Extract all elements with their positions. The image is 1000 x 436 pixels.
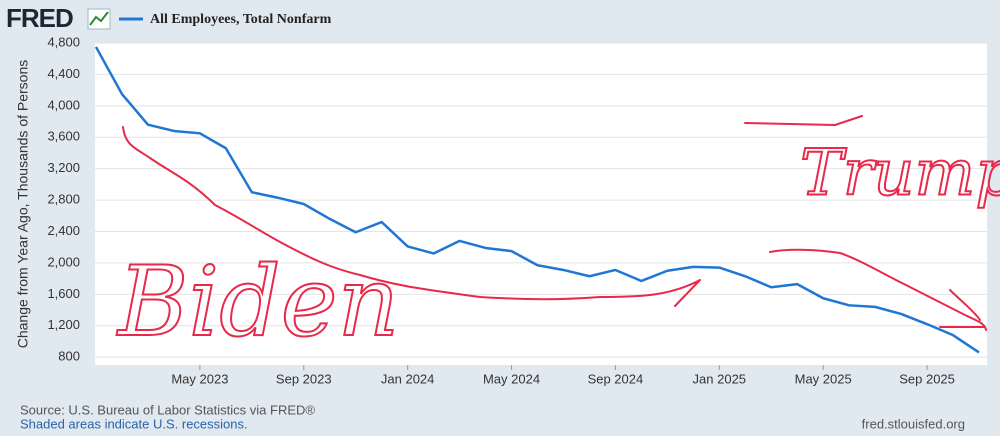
series-line xyxy=(94,46,980,354)
y-tick-label: 2,000 xyxy=(47,254,80,269)
y-tick-label: 3,200 xyxy=(47,160,80,175)
y-tick-label: 2,800 xyxy=(47,192,80,207)
y-tick-label: 1,600 xyxy=(47,286,80,301)
y-tick-label: 4,000 xyxy=(47,97,80,112)
legend-label: All Employees, Total Nonfarm xyxy=(150,12,332,27)
annotation-stroke xyxy=(769,248,987,331)
y-tick-label: 2,400 xyxy=(47,223,80,238)
site: fred.stlouisfed.org xyxy=(862,416,965,431)
annotation: Biden xyxy=(116,246,399,358)
x-tick-label: May 2025 xyxy=(795,371,852,386)
axes: 800 1,200 1,600 2,000 2,400 2,800 3,200 3,600 4,… xyxy=(47,34,987,386)
y-axis-label: Change from Year Ago, Thousands of Perso… xyxy=(15,60,31,349)
x-tick-label: Jan 2024 xyxy=(381,371,435,386)
x-tick-label: Sep 2024 xyxy=(588,371,644,386)
x-tick-label: Sep 2025 xyxy=(899,371,955,386)
marks xyxy=(94,46,980,354)
x-tick-label: May 2023 xyxy=(171,371,228,386)
y-tick-label: 1,200 xyxy=(47,317,80,332)
x-tick-label: Jan 2025 xyxy=(693,371,747,386)
x-tick-label: May 2024 xyxy=(483,371,540,386)
annotation-stroke xyxy=(122,126,701,307)
logo-icon xyxy=(87,8,111,30)
logo: FRED xyxy=(6,3,73,33)
y-tick-label: 3,600 xyxy=(47,129,80,144)
y-tick-label: 800 xyxy=(58,349,80,364)
annotation-stroke xyxy=(744,115,863,126)
note: Shaded areas indicate U.S. recessions. xyxy=(20,416,248,431)
annotation-strokes xyxy=(122,115,987,331)
annotation: Trump xyxy=(800,137,1000,211)
y-tick-label: 4,400 xyxy=(47,66,80,81)
x-tick-label: Sep 2023 xyxy=(276,371,332,386)
source: Source: U.S. Bureau of Labor Statistics … xyxy=(20,402,315,417)
plot-area xyxy=(95,43,987,365)
y-tick-label: 4,800 xyxy=(47,34,80,49)
